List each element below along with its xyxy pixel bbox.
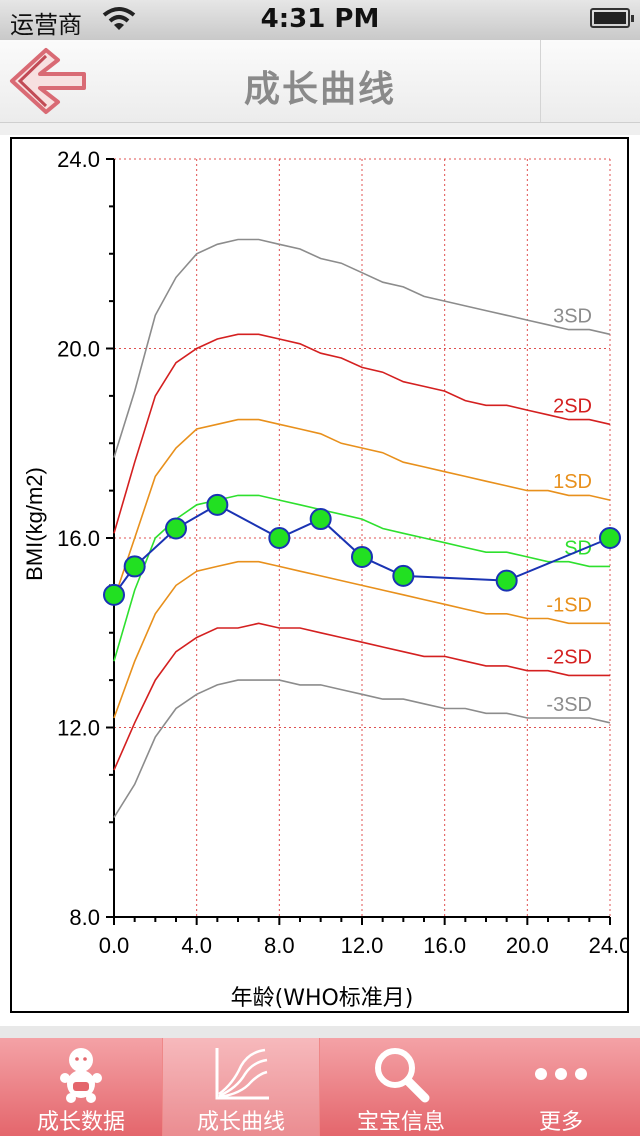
tab-label: 成长数据: [36, 1110, 125, 1135]
navigation-bar: 成长曲线: [0, 40, 640, 123]
y-tick-label: 8.0: [69, 905, 100, 930]
back-arrow-icon: [10, 48, 86, 114]
y-tick-label: 12.0: [57, 716, 100, 741]
y-tick-label: 24.0: [57, 147, 100, 172]
x-tick-label: 20.0: [506, 933, 549, 958]
series-label: 3SD: [553, 305, 592, 327]
magnifier-icon: [375, 1048, 430, 1103]
x-tick-label: 8.0: [264, 933, 295, 958]
status-time: 4:31 PM: [260, 4, 380, 34]
tab-label: 成长曲线: [196, 1110, 285, 1135]
tab-growth-data[interactable]: 成长数据: [2, 1038, 160, 1136]
baby-bmi-point: [123, 555, 146, 578]
x-tick-label: 24.0: [589, 933, 627, 958]
tab-growth-curve[interactable]: 成长曲线: [162, 1038, 320, 1136]
baby-bmi-point: [206, 493, 229, 516]
x-tick-label: 12.0: [341, 933, 384, 958]
series-label: -3SD: [546, 694, 592, 716]
tab-bar: 成长数据 成长曲线 宝宝信息 更多: [0, 1038, 640, 1136]
back-button[interactable]: [6, 46, 92, 116]
sd-curve-line: [113, 560, 610, 719]
baby-bmi-point: [309, 508, 332, 531]
battery-icon: [590, 8, 634, 28]
x-tick-label: 4.0: [181, 933, 212, 958]
carrier-label: 运营商: [10, 11, 82, 39]
baby-bmi-point: [268, 527, 291, 549]
x-tick-label: 0.0: [99, 933, 130, 958]
series-label: 2SD: [553, 395, 592, 417]
sd-curve-line: [113, 333, 611, 534]
tab-baby-info[interactable]: 宝宝信息: [322, 1038, 480, 1136]
tab-more[interactable]: 更多: [482, 1038, 640, 1136]
sd-curve-line: [113, 418, 611, 600]
baby-bmi-point: [392, 564, 415, 587]
baby-bmi-point: [165, 517, 187, 540]
y-axis-label: BMI(kg/m2): [22, 467, 47, 581]
series-label: -1SD: [546, 594, 592, 616]
baby-icon: [60, 1048, 102, 1103]
chart-canvas: 8.0 12.0 16.0 20.0 24.0 0.0 4.0 8.0 12.0 16.0 20.0…: [22, 147, 627, 1011]
sd-curve-line: [113, 622, 610, 771]
chart-icon: [215, 1048, 269, 1100]
separator: [0, 123, 640, 135]
baby-bmi-point: [599, 527, 621, 549]
more-dots-icon: [535, 1068, 587, 1080]
baby-bmi-line: [113, 503, 611, 596]
sd-curve-line: [113, 494, 610, 662]
baby-bmi-point: [103, 583, 125, 606]
tab-label: 宝宝信息: [356, 1110, 445, 1135]
sd-curve-line: [113, 238, 611, 458]
nav-divider: [540, 40, 541, 122]
x-axis-label: 年龄(WHO标准月): [231, 986, 414, 1011]
growth-chart: 8.0 12.0 16.0 20.0 24.0 0.0 4.0 8.0 12.0 16.0 20.0…: [10, 137, 629, 1013]
tab-label: 更多: [538, 1110, 583, 1135]
separator: [0, 1026, 640, 1038]
x-tick-label: 16.0: [423, 933, 466, 958]
status-bar: 运营商 4:31 PM: [0, 0, 640, 40]
series-label: -2SD: [546, 646, 592, 668]
series-label: 1SD: [553, 471, 592, 493]
y-tick-label: 16.0: [57, 526, 100, 551]
page-title: 成长曲线: [243, 69, 396, 110]
sd-curve-line: [113, 679, 611, 818]
y-tick-label: 20.0: [57, 337, 100, 362]
baby-bmi-point: [351, 545, 373, 568]
baby-bmi-point: [495, 569, 518, 592]
wifi-icon: [102, 7, 136, 30]
